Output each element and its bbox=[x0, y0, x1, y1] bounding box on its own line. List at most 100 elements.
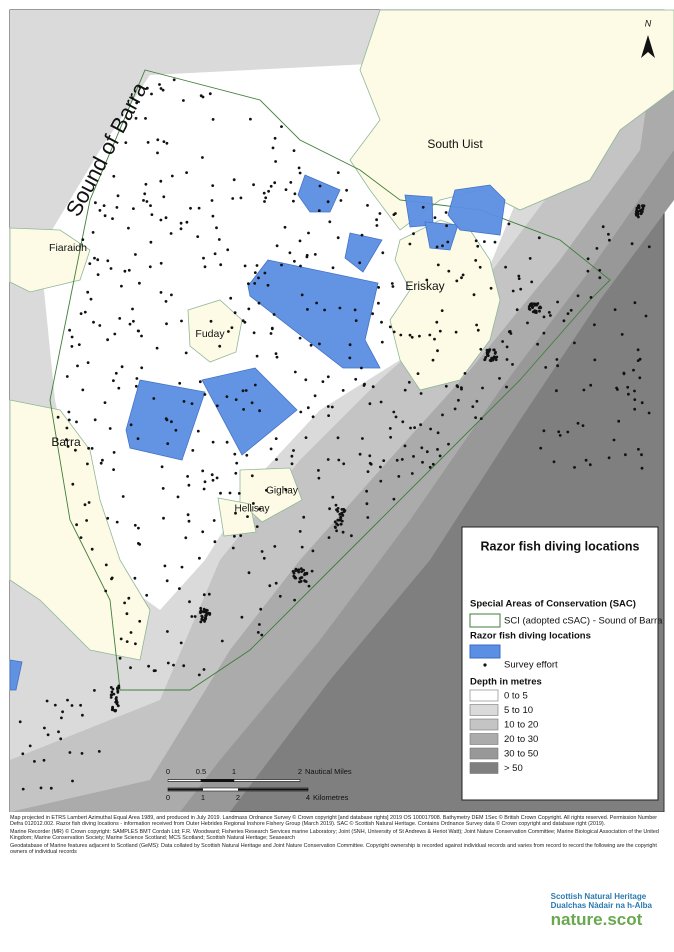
footer-text: Geodatabase of Marine features adjacent … bbox=[10, 842, 657, 856]
survey-dot bbox=[255, 525, 259, 528]
survey-dot bbox=[106, 259, 110, 263]
survey-dot bbox=[74, 448, 77, 452]
survey-dot bbox=[240, 615, 244, 619]
survey-dot bbox=[511, 363, 514, 366]
survey-dot bbox=[647, 245, 651, 249]
survey-dot bbox=[622, 371, 626, 375]
survey-dot bbox=[435, 245, 439, 249]
survey-dot bbox=[378, 212, 382, 215]
survey-dot bbox=[638, 376, 642, 380]
survey-dot bbox=[161, 88, 165, 92]
scale-label: 2 bbox=[298, 767, 302, 776]
survey-dot bbox=[305, 255, 309, 259]
survey-dot bbox=[273, 136, 277, 140]
survey-dot bbox=[65, 426, 69, 430]
survey-dot bbox=[538, 309, 541, 313]
survey-dot bbox=[348, 356, 352, 360]
survey-dot bbox=[641, 207, 645, 211]
survey-dot bbox=[180, 319, 183, 323]
survey-dot bbox=[306, 308, 309, 311]
survey-dot bbox=[134, 642, 137, 646]
survey-dot bbox=[436, 263, 440, 267]
survey-dot bbox=[633, 407, 637, 411]
survey-dot bbox=[247, 307, 251, 311]
survey-dot bbox=[566, 312, 570, 315]
survey-dot bbox=[274, 160, 277, 163]
place-label: Gighay bbox=[266, 486, 298, 497]
land-hellisay bbox=[217, 497, 257, 537]
survey-dot bbox=[337, 458, 341, 462]
survey-dot bbox=[252, 502, 255, 505]
survey-dot bbox=[75, 420, 78, 424]
survey-dot bbox=[186, 475, 190, 478]
survey-dot bbox=[528, 308, 532, 311]
survey-dot bbox=[241, 319, 245, 323]
survey-dot bbox=[382, 459, 386, 462]
survey-dot bbox=[608, 238, 611, 242]
survey-dot bbox=[505, 345, 509, 349]
survey-dot bbox=[536, 342, 539, 346]
survey-dot bbox=[412, 455, 415, 458]
survey-dot bbox=[245, 453, 249, 457]
survey-dot bbox=[99, 461, 103, 465]
survey-dot bbox=[187, 519, 191, 523]
survey-dot bbox=[586, 257, 590, 261]
survey-dot bbox=[147, 664, 151, 668]
survey-dot bbox=[573, 466, 576, 469]
survey-dot bbox=[250, 401, 254, 405]
survey-dot bbox=[336, 436, 340, 440]
survey-dot bbox=[327, 414, 330, 417]
survey-dot bbox=[202, 668, 206, 671]
survey-dot bbox=[368, 402, 372, 406]
survey-dot bbox=[132, 319, 135, 323]
legend-item: > 50 bbox=[504, 763, 523, 774]
survey-dot bbox=[115, 206, 119, 209]
survey-dot bbox=[106, 516, 110, 520]
survey-dot bbox=[421, 460, 424, 464]
survey-dot bbox=[123, 601, 126, 605]
survey-dot bbox=[607, 456, 611, 460]
survey-dot bbox=[178, 381, 182, 385]
scale-segment bbox=[167, 779, 202, 782]
survey-dot bbox=[365, 502, 369, 506]
survey-dot bbox=[121, 495, 125, 498]
survey-dot bbox=[455, 279, 459, 283]
survey-dot bbox=[262, 556, 266, 560]
survey-dot bbox=[298, 171, 302, 175]
survey-dot bbox=[478, 265, 482, 269]
survey-dot bbox=[258, 623, 261, 626]
survey-dot bbox=[247, 571, 251, 575]
survey-dot bbox=[586, 269, 590, 273]
survey-dot bbox=[483, 358, 487, 362]
survey-dot bbox=[435, 320, 439, 324]
survey-dot bbox=[103, 214, 107, 218]
survey-dot bbox=[517, 274, 521, 278]
survey-dot bbox=[501, 340, 504, 343]
survey-dot bbox=[429, 427, 432, 431]
survey-dot bbox=[326, 405, 330, 408]
survey-dot bbox=[360, 233, 364, 237]
survey-dot bbox=[544, 366, 548, 369]
survey-dot bbox=[342, 510, 346, 513]
survey-dot bbox=[77, 343, 81, 346]
survey-dot bbox=[479, 417, 483, 420]
survey-dot bbox=[418, 334, 421, 338]
survey-dot bbox=[633, 389, 636, 393]
survey-dot bbox=[235, 461, 239, 465]
razor-area bbox=[125, 379, 206, 461]
survey-dot bbox=[284, 488, 288, 492]
survey-dot bbox=[379, 465, 382, 469]
survey-dot bbox=[527, 305, 531, 308]
survey-dot bbox=[461, 273, 465, 277]
survey-dot bbox=[336, 510, 340, 513]
survey-dot bbox=[198, 380, 202, 384]
survey-dot bbox=[274, 352, 278, 355]
survey-dot bbox=[334, 503, 338, 507]
survey-dot bbox=[298, 239, 302, 243]
scale-segment bbox=[168, 788, 203, 791]
survey-dot bbox=[230, 326, 234, 329]
survey-dot bbox=[85, 519, 88, 522]
survey-dot bbox=[589, 383, 593, 387]
survey-dot bbox=[135, 377, 139, 380]
survey-dot bbox=[219, 491, 222, 495]
